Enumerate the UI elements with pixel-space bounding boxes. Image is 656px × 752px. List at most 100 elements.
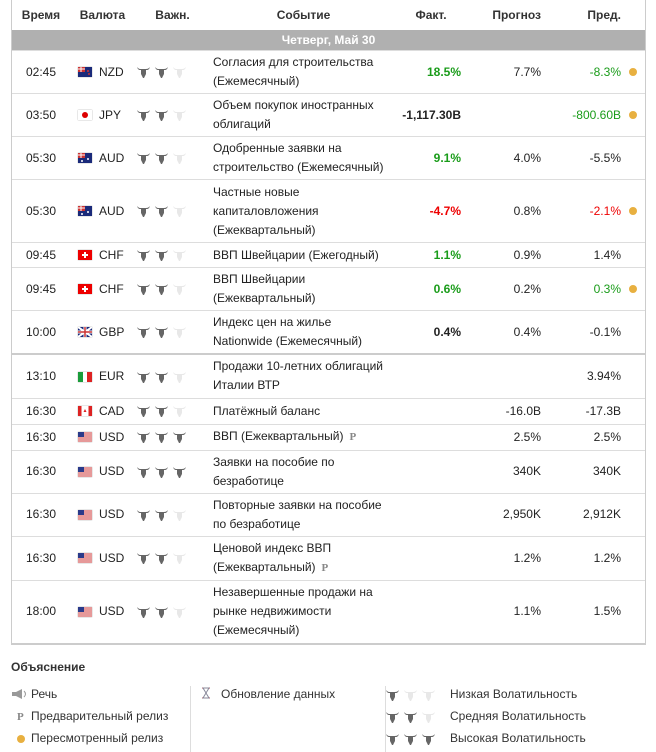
event-row[interactable]: 18:00 USD Незавершенные продажи на рынке… bbox=[12, 579, 645, 643]
revised-dot-icon[interactable] bbox=[629, 67, 637, 76]
legend-preliminary: P Предварительный релиз bbox=[17, 709, 169, 724]
header-currency[interactable]: Валюта bbox=[79, 8, 126, 22]
legend-medium: Средняя Волатильность bbox=[386, 708, 586, 730]
flag-au-icon bbox=[78, 153, 92, 164]
header-previous[interactable]: Пред. bbox=[587, 8, 621, 22]
event-name[interactable]: Незавершенные продажи на рынке недвижимо… bbox=[213, 585, 373, 638]
actual-value: 9.1% bbox=[397, 136, 465, 180]
bull-icon bbox=[155, 406, 168, 418]
bull-icon bbox=[173, 553, 186, 565]
previous-value: 1.5% bbox=[547, 579, 621, 643]
bull-icon bbox=[155, 432, 168, 444]
event-name[interactable]: ВВП (Ежеквартальный) bbox=[213, 429, 344, 443]
actual-value: 0.6% bbox=[397, 267, 465, 311]
bull-icon bbox=[173, 509, 186, 521]
event-row[interactable]: 05:30 AUD Частные новые капиталовложения… bbox=[12, 179, 645, 243]
event-name[interactable]: Объем покупок иностранных облигаций bbox=[213, 98, 374, 131]
previous-value: 2.5% bbox=[547, 423, 621, 450]
bull-icon bbox=[155, 67, 168, 79]
event-name[interactable]: Заявки на пособие по безработице bbox=[213, 454, 335, 488]
event-name[interactable]: Ценовой индекс ВВП (Ежеквартальный) bbox=[213, 540, 332, 574]
bull-icon bbox=[173, 67, 186, 79]
importance-bulls bbox=[135, 423, 210, 450]
importance-bulls bbox=[135, 50, 210, 94]
bull-icon bbox=[422, 689, 435, 701]
legend-revised: Пересмотренный релиз bbox=[11, 730, 190, 752]
event-name[interactable]: ВВП Швейцарии (Ежеквартальный) bbox=[213, 272, 316, 305]
event-name[interactable]: Одобренные заявки на строительство (Ежем… bbox=[213, 141, 384, 174]
event-row[interactable]: 13:10 EUR Продажи 10-летних облигаций Ит… bbox=[12, 353, 645, 398]
actual-value: 1.1% bbox=[397, 242, 465, 268]
table-header: Время Валюта Важн. Событие Факт. Прогноз… bbox=[12, 0, 645, 30]
previous-value: -8.3% bbox=[547, 50, 621, 94]
revised-dot-icon[interactable] bbox=[629, 284, 637, 293]
bull-icon bbox=[137, 466, 150, 478]
importance-bulls bbox=[135, 242, 210, 268]
bull-icon bbox=[155, 553, 168, 565]
header-forecast[interactable]: Прогноз bbox=[492, 8, 541, 22]
event-row[interactable]: 16:30 USD Повторные заявки на пособие по… bbox=[12, 492, 645, 536]
bull-icon bbox=[137, 206, 150, 218]
bull-icon bbox=[155, 206, 168, 218]
event-row[interactable]: 10:00 GBP Индекс цен на жилье Nationwide… bbox=[12, 310, 645, 354]
event-row[interactable]: 16:30 CAD Платёжный баланс -16.0B -17.3B bbox=[12, 397, 645, 424]
event-row[interactable]: 02:45 NZD Согласия для строительства (Еж… bbox=[12, 50, 645, 94]
event-name[interactable]: Повторные заявки на пособие по безработи… bbox=[213, 497, 382, 531]
day-header: Четверг, Май 30 bbox=[12, 30, 645, 51]
actual-value bbox=[397, 535, 465, 580]
header-time[interactable]: Время bbox=[21, 8, 61, 22]
bull-icon bbox=[422, 711, 435, 723]
actual-value: 0.4% bbox=[397, 310, 465, 354]
event-row[interactable]: 03:50 JPY Объем покупок иностранных обли… bbox=[12, 93, 645, 137]
event-row[interactable]: 05:30 AUD Одобренные заявки на строитель… bbox=[12, 136, 645, 180]
event-time: 02:45 bbox=[12, 50, 70, 94]
currency-code: USD bbox=[99, 550, 125, 565]
event-name[interactable]: Индекс цен на жилье Nationwide (Ежемесяч… bbox=[213, 315, 363, 348]
event-name[interactable]: Продажи 10-летних облигаций Италии ВТР bbox=[213, 359, 384, 393]
preliminary-icon: P bbox=[17, 711, 24, 724]
header-event[interactable]: Событие bbox=[276, 8, 331, 22]
event-row[interactable]: 09:45 CHF ВВП Швейцарии (Ежегодный) 1.1%… bbox=[12, 242, 645, 268]
legend-speech: Речь bbox=[11, 686, 190, 708]
revised-dot-icon[interactable] bbox=[629, 110, 637, 119]
header-actual[interactable]: Факт. bbox=[415, 8, 447, 22]
revised-dot-icon[interactable] bbox=[629, 206, 637, 215]
bull-icon bbox=[155, 466, 168, 478]
bull-icon bbox=[137, 371, 150, 383]
bull-icon bbox=[404, 689, 417, 701]
event-name[interactable]: Платёжный баланс bbox=[213, 403, 321, 418]
currency-code: CHF bbox=[99, 247, 124, 262]
event-name[interactable]: Частные новые капиталовложения (Ежекварт… bbox=[213, 184, 319, 237]
actual-value bbox=[397, 353, 465, 398]
currency-code: AUD bbox=[99, 150, 125, 165]
forecast-value bbox=[465, 353, 547, 398]
importance-bulls bbox=[135, 397, 210, 424]
currency-code: CAD bbox=[99, 403, 125, 418]
event-row[interactable]: 16:30 USD Заявки на пособие по безработи… bbox=[12, 449, 645, 493]
forecast-value bbox=[465, 93, 547, 137]
event-row[interactable]: 09:45 CHF ВВП Швейцарии (Ежеквартальный)… bbox=[12, 267, 645, 311]
event-name[interactable]: Согласия для строительства (Ежемесячный) bbox=[213, 55, 374, 88]
event-time: 05:30 bbox=[12, 179, 70, 243]
forecast-value: 0.2% bbox=[465, 267, 547, 311]
event-row[interactable]: 16:30 USD ВВП (Ежеквартальный) P 2.5% 2.5… bbox=[12, 423, 645, 450]
bull-icon bbox=[137, 406, 150, 418]
previous-value: 1.2% bbox=[547, 535, 621, 580]
forecast-value: 0.8% bbox=[465, 179, 547, 243]
bull-icon bbox=[173, 250, 186, 262]
bull-icon bbox=[155, 607, 168, 619]
forecast-value: 2.5% bbox=[465, 423, 547, 450]
importance-bulls bbox=[135, 93, 210, 137]
bull-icon bbox=[173, 110, 186, 122]
header-importance[interactable]: Важн. bbox=[155, 8, 190, 22]
bull-icon bbox=[137, 607, 150, 619]
bull-icon bbox=[137, 153, 150, 165]
flag-gb-icon bbox=[78, 327, 92, 338]
currency-code: USD bbox=[99, 604, 125, 619]
currency-code: USD bbox=[99, 507, 125, 521]
event-name[interactable]: ВВП Швейцарии (Ежегодный) bbox=[213, 247, 379, 262]
event-row[interactable]: 16:30 USD Ценовой индекс ВВП (Ежеквартал… bbox=[12, 535, 645, 580]
bull-icon bbox=[137, 509, 150, 521]
forecast-value: 1.1% bbox=[465, 579, 547, 643]
forecast-value: 0.4% bbox=[465, 310, 547, 354]
